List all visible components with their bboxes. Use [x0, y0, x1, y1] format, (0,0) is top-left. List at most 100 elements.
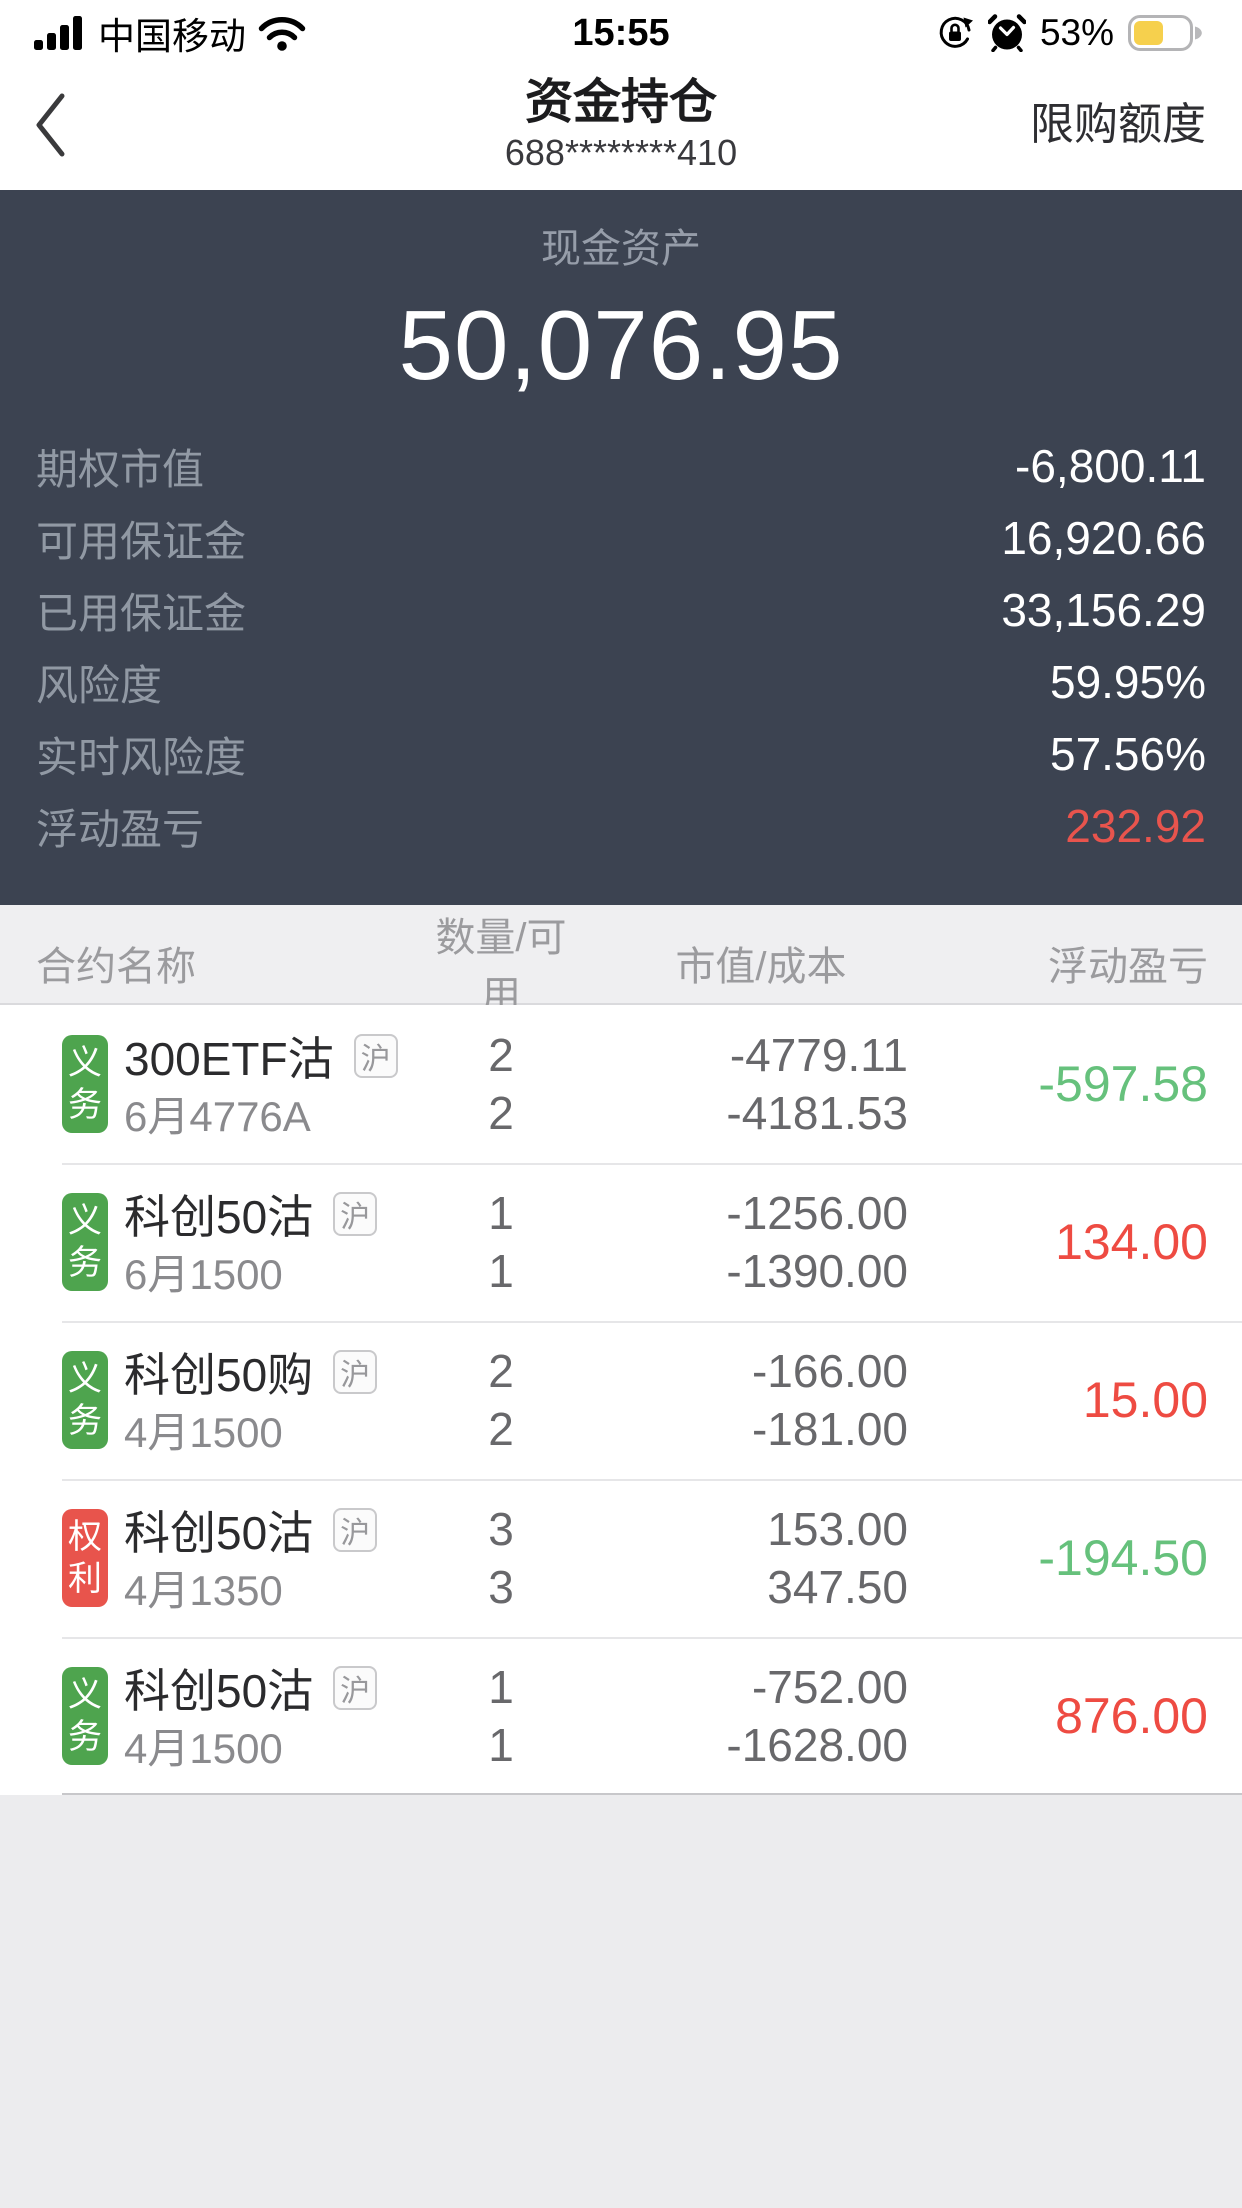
account-number: 688********410 [504, 132, 738, 173]
qty-value: 1 [488, 1661, 514, 1713]
avail-value: 2 [488, 1087, 514, 1139]
avail-value: 2 [488, 1403, 514, 1455]
contract-cell: 义务 科创50沽 沪 6月1500 [36, 1185, 416, 1299]
signal-icon [34, 16, 86, 50]
obligation-badge: 义务 [62, 1667, 108, 1765]
contract-name: 科创50沽 [124, 1507, 314, 1559]
status-time: 15:55 [572, 11, 670, 54]
summary-label: 期权市值 [36, 445, 205, 493]
cost-value: 347.50 [767, 1561, 908, 1613]
contract-cell: 义务 科创50沽 沪 4月1500 [36, 1659, 416, 1773]
contract-name: 300ETF沽 [124, 1033, 334, 1085]
market-value: -4779.11 [729, 1029, 908, 1081]
cash-assets-value: 50,076.95 [398, 290, 844, 400]
position-row[interactable]: 义务 科创50购 沪 4月1500 2 2 -166.00 -181.00 15… [0, 1321, 1242, 1479]
contract-sub: 4月1500 [124, 1724, 283, 1772]
qty-avail-cell: 2 2 [416, 1342, 586, 1458]
avail-value: 1 [488, 1245, 514, 1297]
summary-row-risk-degree: 风险度 59.95% [0, 646, 1242, 718]
exchange-tag: 沪 [333, 1508, 378, 1552]
qty-value: 1 [488, 1187, 514, 1239]
summary-value: 59.95% [1049, 656, 1206, 708]
qty-value: 2 [488, 1345, 514, 1397]
market-value: -1256.00 [726, 1187, 908, 1239]
contract-sub: 4月1350 [124, 1566, 283, 1614]
position-row[interactable]: 义务 300ETF沽 沪 6月4776A 2 2 -4779.11 -4181.… [0, 1005, 1242, 1163]
contract-sub: 4月1500 [124, 1408, 283, 1456]
summary-value: 33,156.29 [1001, 584, 1206, 636]
battery-percent: 53% [1039, 12, 1114, 53]
summary-label: 浮动盈亏 [36, 805, 205, 853]
floating-pl-value: 15.00 [1082, 1372, 1208, 1428]
exchange-tag: 沪 [353, 1034, 398, 1078]
obligation-badge: 义务 [62, 1193, 108, 1291]
nav-bar: 资金持仓 688********410 限购额度 [0, 60, 1242, 190]
contract-name: 科创50购 [124, 1349, 314, 1401]
battery-icon [1128, 15, 1202, 51]
contract-sub: 6月4776A [124, 1092, 311, 1140]
position-row[interactable]: 义务 科创50沽 沪 4月1500 1 1 -752.00 -1628.00 8… [0, 1637, 1242, 1795]
rotation-lock-icon [936, 14, 974, 52]
alarm-icon [987, 14, 1026, 52]
position-row[interactable]: 义务 科创50沽 沪 6月1500 1 1 -1256.00 -1390.00 … [0, 1163, 1242, 1321]
qty-avail-cell: 2 2 [416, 1026, 586, 1142]
floating-pl-value: -597.58 [1038, 1056, 1208, 1112]
summary-row-floating-pl: 浮动盈亏 232.92 [0, 790, 1242, 862]
summary-label: 风险度 [36, 661, 163, 709]
positions-table: 义务 300ETF沽 沪 6月4776A 2 2 -4779.11 -4181.… [0, 1005, 1242, 1795]
qty-value: 2 [488, 1029, 514, 1081]
footer-filler [0, 1795, 1242, 2208]
summary-value: 16,920.66 [1001, 512, 1206, 564]
positions-table-header: 合约名称 数量/可用 市值/成本 浮动盈亏 [0, 905, 1242, 1018]
exchange-tag: 沪 [333, 1350, 378, 1394]
summary-label: 实时风险度 [36, 733, 247, 781]
contract-cell: 义务 科创50购 沪 4月1500 [36, 1343, 416, 1457]
avail-value: 3 [488, 1561, 514, 1613]
summary-rows: 期权市值 -6,800.11 可用保证金 16,920.66 已用保证金 33,… [0, 430, 1242, 862]
floating-pl-value: 876.00 [1055, 1688, 1208, 1744]
status-left: 中国移动 [34, 6, 306, 60]
cost-value: -1390.00 [726, 1245, 908, 1297]
avail-value: 1 [488, 1719, 514, 1771]
rights-badge: 权利 [62, 1509, 108, 1607]
summary-row-realtime-risk: 实时风险度 57.56% [0, 718, 1242, 790]
summary-row-option-market-value: 期权市值 -6,800.11 [0, 430, 1242, 502]
contract-cell: 权利 科创50沽 沪 4月1350 [36, 1501, 416, 1615]
exchange-tag: 沪 [333, 1192, 378, 1236]
summary-panel: 现金资产 50,076.95 期权市值 -6,800.11 可用保证金 16,9… [0, 190, 1242, 905]
summary-value: -6,800.11 [1015, 440, 1206, 492]
cost-value: -4181.53 [726, 1087, 908, 1139]
cost-value: -1628.00 [726, 1719, 908, 1771]
col-header-floating-pl: 浮动盈亏 [1048, 945, 1208, 989]
col-header-contract: 合约名称 [36, 945, 196, 989]
qty-avail-cell: 1 1 [416, 1658, 586, 1774]
col-header-mv-cost: 市值/成本 [675, 945, 847, 989]
carrier-label: 中国移动 [98, 16, 246, 57]
cost-value: -181.00 [751, 1403, 908, 1455]
exchange-tag: 沪 [333, 1666, 378, 1710]
summary-row-available-margin: 可用保证金 16,920.66 [0, 502, 1242, 574]
qty-avail-cell: 3 3 [416, 1500, 586, 1616]
status-bar: 中国移动 15:55 [0, 0, 1242, 60]
purchase-limit-button[interactable]: 限购额度 [1030, 99, 1206, 149]
contract-cell: 义务 300ETF沽 沪 6月4776A [36, 1027, 416, 1141]
page-title: 资金持仓 [524, 76, 717, 129]
col-header-qty-avail: 数量/可用 [435, 916, 567, 1018]
summary-value: 232.92 [1065, 800, 1206, 852]
position-row[interactable]: 权利 科创50沽 沪 4月1350 3 3 153.00 347.50 -194… [0, 1479, 1242, 1637]
contract-sub: 6月1500 [124, 1250, 283, 1298]
qty-value: 3 [488, 1503, 514, 1555]
summary-label: 已用保证金 [36, 589, 247, 637]
mv-cost-cell: -1256.00 -1390.00 [586, 1184, 936, 1300]
mv-cost-cell: 153.00 347.50 [586, 1500, 936, 1616]
back-button[interactable] [34, 78, 114, 172]
mv-cost-cell: -4779.11 -4181.53 [586, 1026, 936, 1142]
contract-name: 科创50沽 [124, 1665, 314, 1717]
floating-pl-value: -194.50 [1038, 1530, 1208, 1586]
summary-row-used-margin: 已用保证金 33,156.29 [0, 574, 1242, 646]
wifi-icon [258, 15, 306, 52]
qty-avail-cell: 1 1 [416, 1184, 586, 1300]
market-value: -166.00 [751, 1345, 908, 1397]
mv-cost-cell: -752.00 -1628.00 [586, 1658, 936, 1774]
nav-title-block: 资金持仓 688********410 [0, 76, 1242, 174]
